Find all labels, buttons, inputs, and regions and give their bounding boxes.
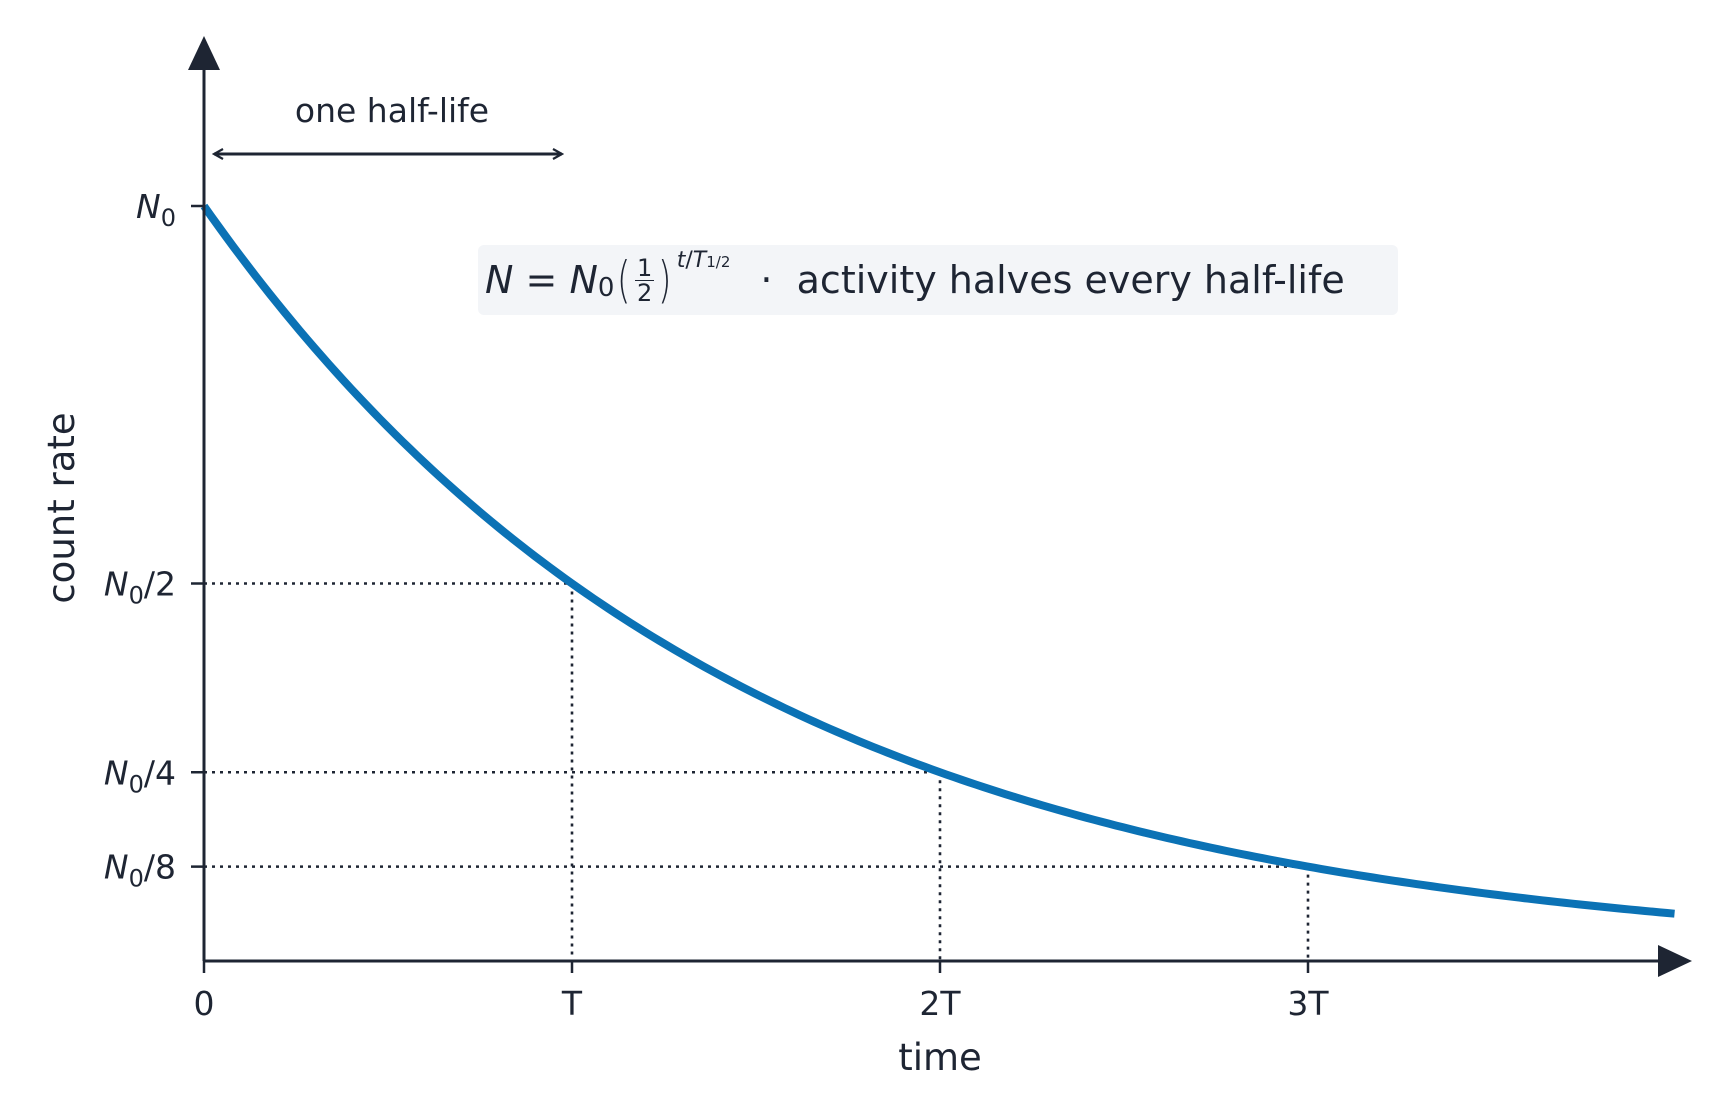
y-tick-label: N0/4 xyxy=(104,753,176,798)
formula-annotation-text: activity halves every half-life xyxy=(796,258,1345,302)
y-tick-label: N0/8 xyxy=(104,848,176,893)
y-tick-label: N0/2 xyxy=(104,565,176,610)
formula-annotation-box xyxy=(478,245,1398,315)
guide-lines xyxy=(204,582,1310,961)
y-axis-label: count rate xyxy=(40,412,83,603)
decay-curve xyxy=(200,203,1675,918)
y-axis-arrow-icon xyxy=(188,36,220,70)
x-tick-label: 0 xyxy=(194,984,215,1023)
y-tick-label: N0 xyxy=(136,187,176,232)
half-life-span-label: one half-life xyxy=(295,91,489,130)
x-tick-group: 0 T 2T 3T xyxy=(194,961,1329,1023)
x-tick-label: T xyxy=(561,984,583,1023)
y-tick-group: N0 N0/2 N0/4 N0/8 xyxy=(104,187,204,893)
x-axis-label: time xyxy=(898,1036,982,1079)
x-axis-arrow-icon xyxy=(1658,945,1692,977)
x-tick-label: 3T xyxy=(1287,984,1329,1023)
x-tick-label: 2T xyxy=(919,984,961,1023)
